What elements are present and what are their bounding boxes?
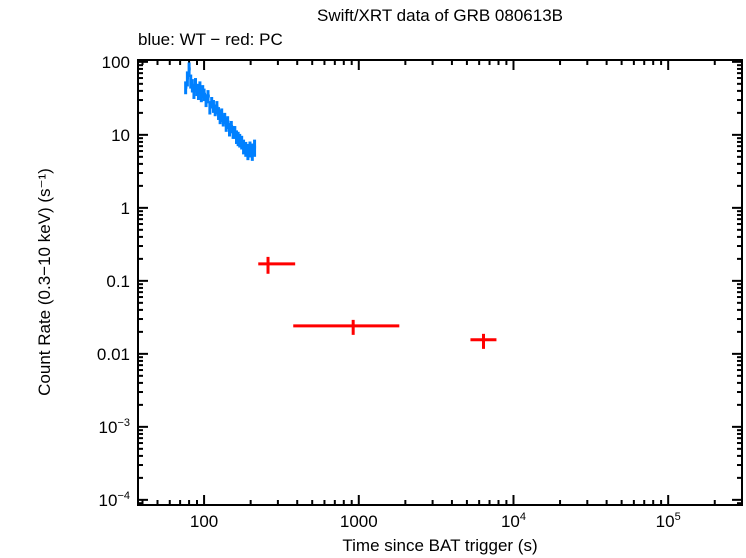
x-tick-label: 1000 [340,512,378,531]
chart-subtitle: blue: WT − red: PC [138,30,283,49]
wt-data-point [187,62,191,78]
y-tick-label: 0.01 [97,345,130,364]
y-tick-label: 100 [102,53,130,72]
y-tick-label: 10−3 [99,417,130,437]
wt-data-point [226,116,230,130]
y-tick-label: 10 [111,126,130,145]
chart-title: Swift/XRT data of GRB 080613B [316,6,563,25]
y-tick-label: 10−4 [99,490,130,510]
x-tick-label: 105 [656,511,681,531]
wt-data-point [206,90,210,104]
x-tick-label: 104 [501,511,526,531]
y-tick-label: 0.1 [106,272,130,291]
y-tick-label: 1 [121,199,130,218]
wt-data-point [185,71,190,87]
wt-data-point [253,139,257,157]
x-axis-label: Time since BAT trigger (s) [342,536,538,555]
wt-data-point [184,81,188,95]
plot-frame [137,59,743,506]
x-tick-label: 100 [190,512,218,531]
